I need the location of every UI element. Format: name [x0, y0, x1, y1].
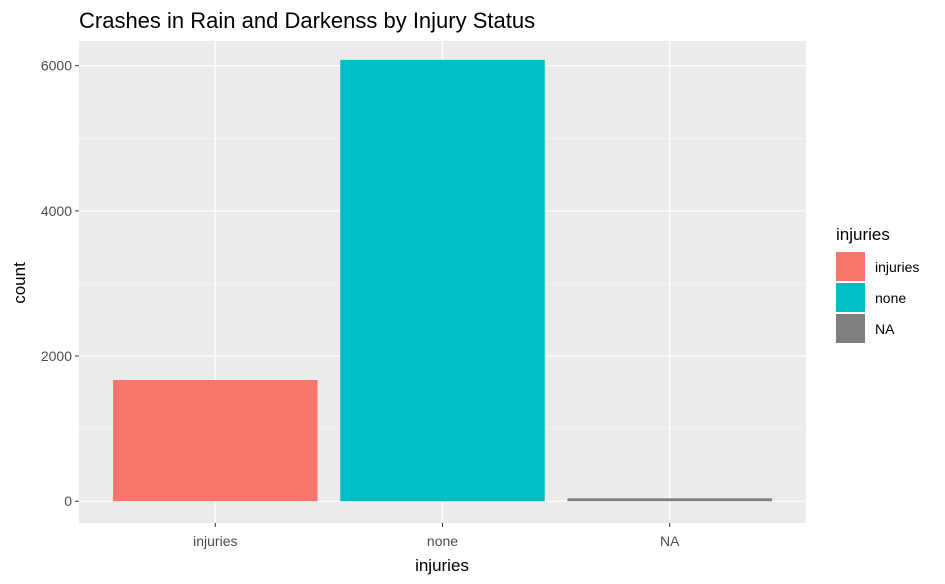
- bars: [113, 59, 772, 502]
- legend: injuries injuries none NA: [836, 225, 919, 343]
- bar-none: [340, 59, 545, 502]
- legend-label: NA: [875, 321, 895, 337]
- legend-title: injuries: [836, 225, 890, 244]
- y-tick-label: 6000: [41, 58, 72, 74]
- chart-title: Crashes in Rain and Darkenss by Injury S…: [79, 8, 535, 33]
- legend-swatch: [836, 314, 865, 343]
- y-tick-label: 2000: [41, 348, 72, 364]
- y-axis-title: count: [10, 262, 29, 304]
- x-axis-ticks: injuries none NA: [193, 523, 680, 549]
- legend-label: none: [875, 290, 906, 306]
- bar-na: [567, 498, 772, 502]
- legend-swatch: [836, 283, 865, 312]
- x-tick-label: none: [427, 533, 458, 549]
- y-tick-label: 0: [64, 493, 72, 509]
- x-axis-title: injuries: [415, 556, 469, 575]
- x-tick-label: injuries: [193, 533, 237, 549]
- y-tick-label: 4000: [41, 203, 72, 219]
- legend-label: injuries: [875, 259, 919, 275]
- y-axis-ticks: 0 2000 4000 6000: [41, 58, 79, 509]
- x-tick-label: NA: [660, 533, 680, 549]
- bar-injuries: [113, 379, 318, 502]
- legend-swatch: [836, 252, 865, 281]
